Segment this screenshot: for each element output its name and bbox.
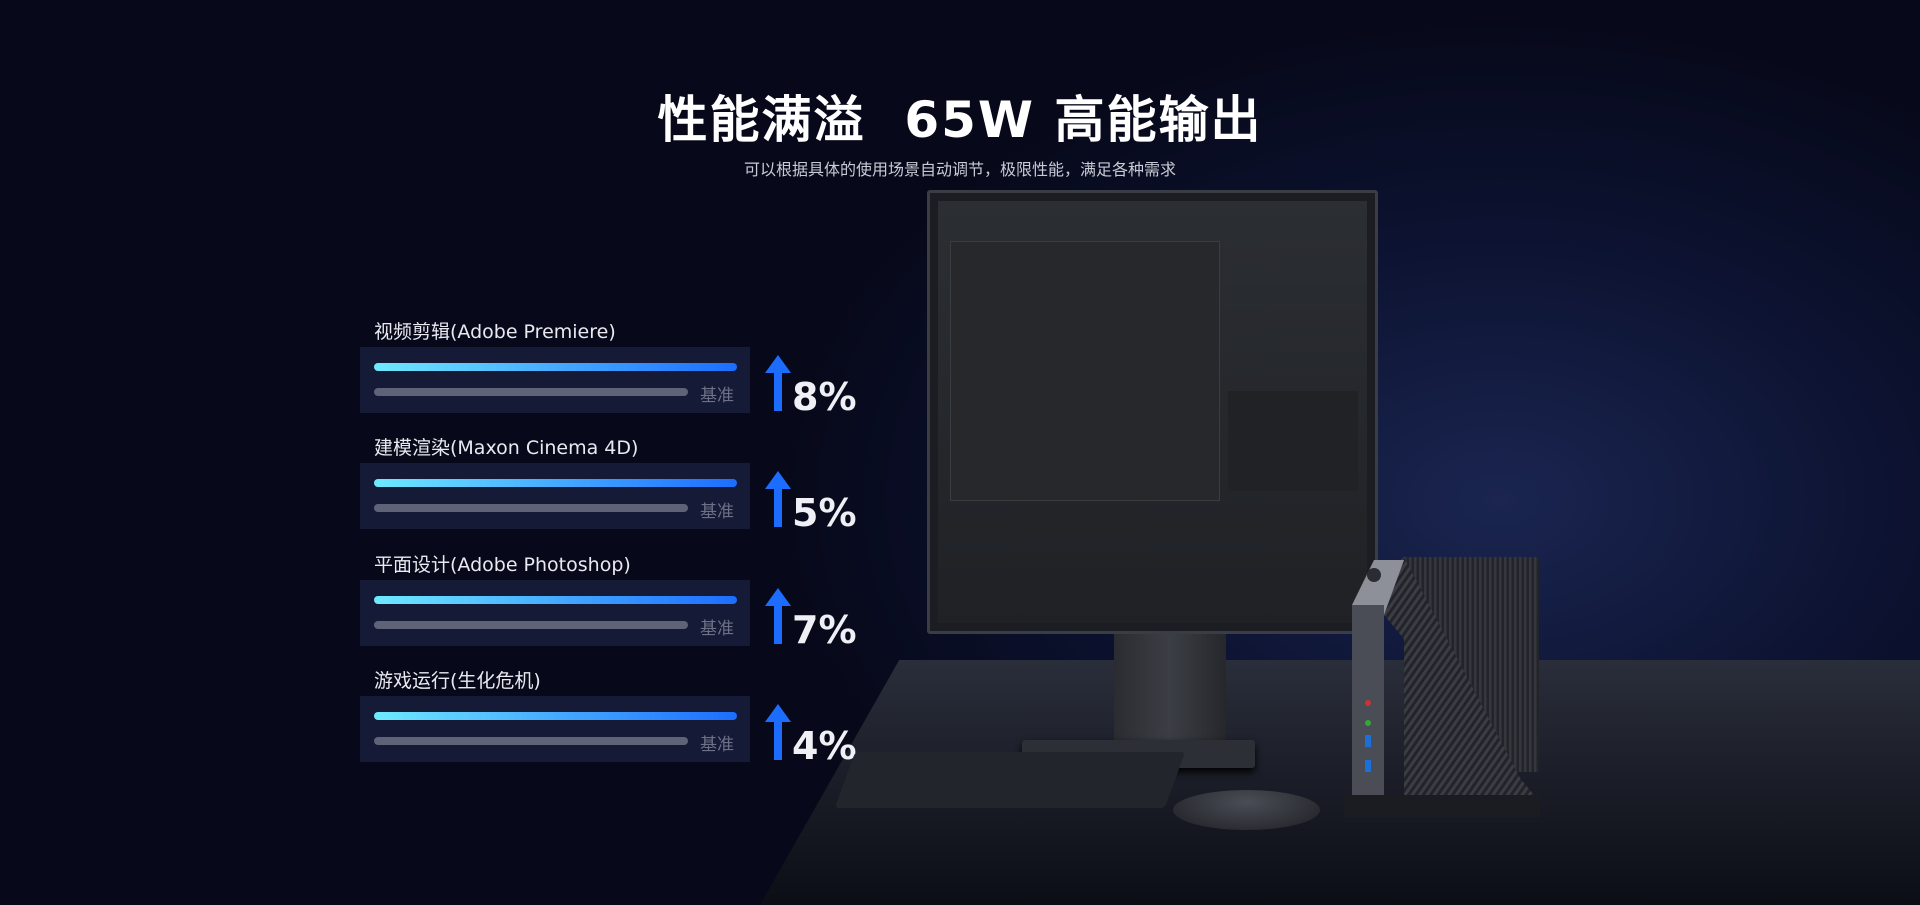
baseline-bar	[374, 388, 688, 396]
page-subtitle: 可以根据具体的使用场景自动调节，极限性能，满足各种需求	[743, 160, 1176, 179]
baseline-bar	[374, 620, 688, 629]
baseline-bar	[374, 504, 688, 513]
improvement-value: 8%	[792, 375, 857, 419]
improved-bar	[374, 595, 737, 604]
arrow-up-icon	[765, 355, 791, 411]
improvement-value: 4%	[792, 723, 857, 768]
arrow-up-icon	[765, 471, 791, 528]
arrow-up-icon	[765, 703, 791, 760]
benchmark-label: 游戏运行(生化危机)	[374, 669, 541, 692]
benchmark-panel: 基准	[360, 463, 750, 530]
improved-bar	[374, 479, 737, 488]
improvement-value: 5%	[792, 491, 857, 536]
improved-bar	[374, 711, 737, 720]
page-title: 性能满溢 65W 高能输出	[657, 91, 1263, 149]
monitor-stand	[1114, 634, 1226, 746]
arrow-up-icon	[765, 587, 791, 644]
baseline-label: 基准	[700, 386, 734, 406]
benchmark-panel: 基准	[360, 347, 750, 413]
baseline-bar	[374, 736, 688, 745]
3d-viewport	[950, 241, 1220, 501]
benchmark-label: 视频剪辑(Adobe Premiere)	[374, 321, 616, 343]
benchmark-label: 平面设计(Adobe Photoshop)	[374, 553, 631, 576]
benchmark-panel: 基准	[360, 579, 750, 646]
mini-pc	[1344, 557, 1540, 817]
monitor-screen	[938, 201, 1367, 623]
software-panel	[1228, 391, 1358, 491]
baseline-label: 基准	[700, 618, 734, 639]
improvement-value: 7%	[792, 607, 857, 652]
benchmark-label: 建模渲染(Maxon Cinema 4D)	[374, 437, 639, 460]
baseline-label: 基准	[700, 734, 734, 755]
keyboard	[834, 752, 1186, 808]
mouse	[1173, 790, 1320, 830]
monitor	[927, 190, 1378, 634]
baseline-label: 基准	[700, 502, 734, 523]
benchmark-panel: 基准	[360, 695, 750, 762]
improved-bar	[374, 363, 737, 371]
